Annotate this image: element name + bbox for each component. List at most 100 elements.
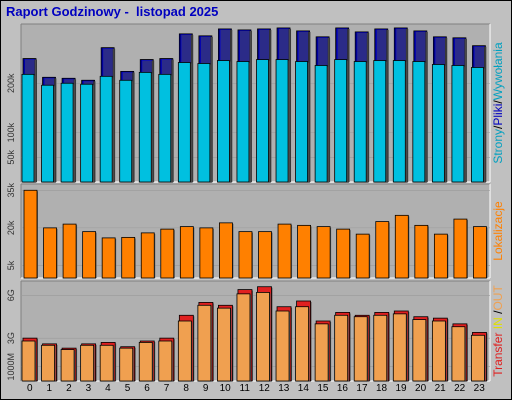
x-tick-label: 0 <box>27 383 33 394</box>
series-label-middle: Lokalizacje <box>491 201 505 261</box>
series-label-part: Lokalizacje <box>491 201 505 261</box>
panel-bottom: 1000M 3G 6G Transfer IN /OUT <box>6 280 505 382</box>
x-tick-label: 20 <box>415 383 427 394</box>
y-tick-label: 6G <box>6 289 16 301</box>
bar-lokalizacje <box>219 222 233 279</box>
y-tick-label: 200k <box>6 73 16 93</box>
bar-wywolania <box>392 60 406 183</box>
y-tick-label: 3G <box>6 332 16 344</box>
bar-wywolania <box>80 83 94 183</box>
bar-lokalizacje <box>160 228 175 279</box>
x-tick-label: 4 <box>105 383 111 394</box>
y-tick-label: 100k <box>6 122 16 142</box>
bar-out <box>314 323 329 382</box>
bar-wywolania <box>353 61 367 183</box>
bar-lokalizacje <box>23 189 38 279</box>
bar-out <box>334 314 349 382</box>
bar-lokalizacje <box>316 226 331 279</box>
bar-wywolania <box>41 84 54 183</box>
plot-area-middle <box>21 184 490 278</box>
bar-lokalizacje <box>355 233 370 279</box>
bar-out <box>60 349 75 382</box>
y-tick-label: 50k <box>6 150 16 165</box>
bar-out <box>373 314 388 382</box>
bar-lokalizacje <box>82 231 97 279</box>
series-label-part: / <box>491 125 505 129</box>
bar-out <box>177 320 192 382</box>
bar-out <box>80 344 95 382</box>
series-label-part: Wywołania <box>491 42 505 100</box>
bar-wywolania <box>431 64 445 183</box>
bar-lokalizacje <box>336 228 351 279</box>
bar-wywolania <box>119 79 133 183</box>
x-tick-label: 23 <box>474 383 486 394</box>
bar-out <box>392 313 407 382</box>
x-tick-label: 7 <box>164 383 170 394</box>
x-tick-label: 6 <box>144 383 150 394</box>
panel-middle: 5k 20k 35k Lokalizacje <box>6 183 505 279</box>
x-tick-label: 13 <box>278 383 290 394</box>
bar-wywolania <box>471 67 484 183</box>
bar-lokalizacje <box>375 221 390 279</box>
bar-lokalizacje <box>277 223 292 279</box>
bar-wywolania <box>60 82 74 183</box>
x-tick-label: 1 <box>47 383 53 394</box>
bar-lokalizacje <box>101 237 116 279</box>
y-tick-label: 5k <box>6 260 16 270</box>
bar-out <box>451 326 466 382</box>
series-label-part: / <box>491 310 505 314</box>
y-tick-label: 20k <box>6 220 16 235</box>
bar-out <box>353 316 368 382</box>
bar-out <box>41 344 55 382</box>
bar-out <box>412 319 427 382</box>
bar-out <box>197 304 212 382</box>
series-label-top: Strony/Pliki/Wywołania <box>491 42 505 164</box>
y-tick-label: 35k <box>6 183 16 198</box>
bar-wywolania <box>295 61 308 183</box>
bar-wywolania <box>314 65 328 183</box>
bar-lokalizacje <box>394 214 409 279</box>
x-tick-label: 9 <box>203 383 209 394</box>
series-label-part: Transfer <box>491 333 505 377</box>
bar-wywolania <box>177 62 191 183</box>
bar-out <box>431 320 446 382</box>
bar-wywolania <box>197 63 211 183</box>
report-title: Raport Godzinowy - listopad 2025 <box>6 4 219 19</box>
bar-wywolania <box>334 59 348 183</box>
y-tick-label: 1000M <box>6 353 16 381</box>
bar-lokalizacje <box>140 232 155 279</box>
x-tick-label: 19 <box>396 383 408 394</box>
bar-lokalizacje <box>43 227 57 279</box>
x-tick-label: 8 <box>183 383 189 394</box>
x-tick-label: 3 <box>86 383 92 394</box>
bar-wywolania <box>373 60 387 183</box>
x-tick-label: 18 <box>376 383 388 394</box>
x-tick-label: 16 <box>337 383 349 394</box>
x-tick-label: 10 <box>220 383 232 394</box>
bar-wywolania <box>451 65 465 183</box>
bar-out <box>119 347 134 382</box>
bar-wywolania <box>99 75 113 183</box>
bar-lokalizacje <box>433 233 448 279</box>
x-tick-label: 17 <box>356 383 368 394</box>
x-tick-label: 11 <box>240 383 251 394</box>
x-tick-label: 22 <box>454 383 466 394</box>
x-tick-label: 2 <box>66 383 72 394</box>
bar-out <box>158 340 173 382</box>
bar-out <box>275 310 290 382</box>
bar-lokalizacje <box>414 224 429 279</box>
bar-wywolania <box>217 60 230 183</box>
bar-wywolania <box>21 73 35 183</box>
x-tick-label: 15 <box>317 383 329 394</box>
series-label-part: OUT <box>491 285 505 311</box>
bar-wywolania <box>275 59 289 183</box>
bar-out <box>21 340 36 382</box>
x-tick-label: 21 <box>435 383 447 394</box>
bar-out <box>99 344 114 382</box>
bar-out <box>256 292 270 382</box>
bar-lokalizacje <box>473 226 487 279</box>
x-tick-label: 5 <box>125 383 131 394</box>
bar-lokalizacje <box>179 226 194 279</box>
bar-out <box>236 293 251 382</box>
